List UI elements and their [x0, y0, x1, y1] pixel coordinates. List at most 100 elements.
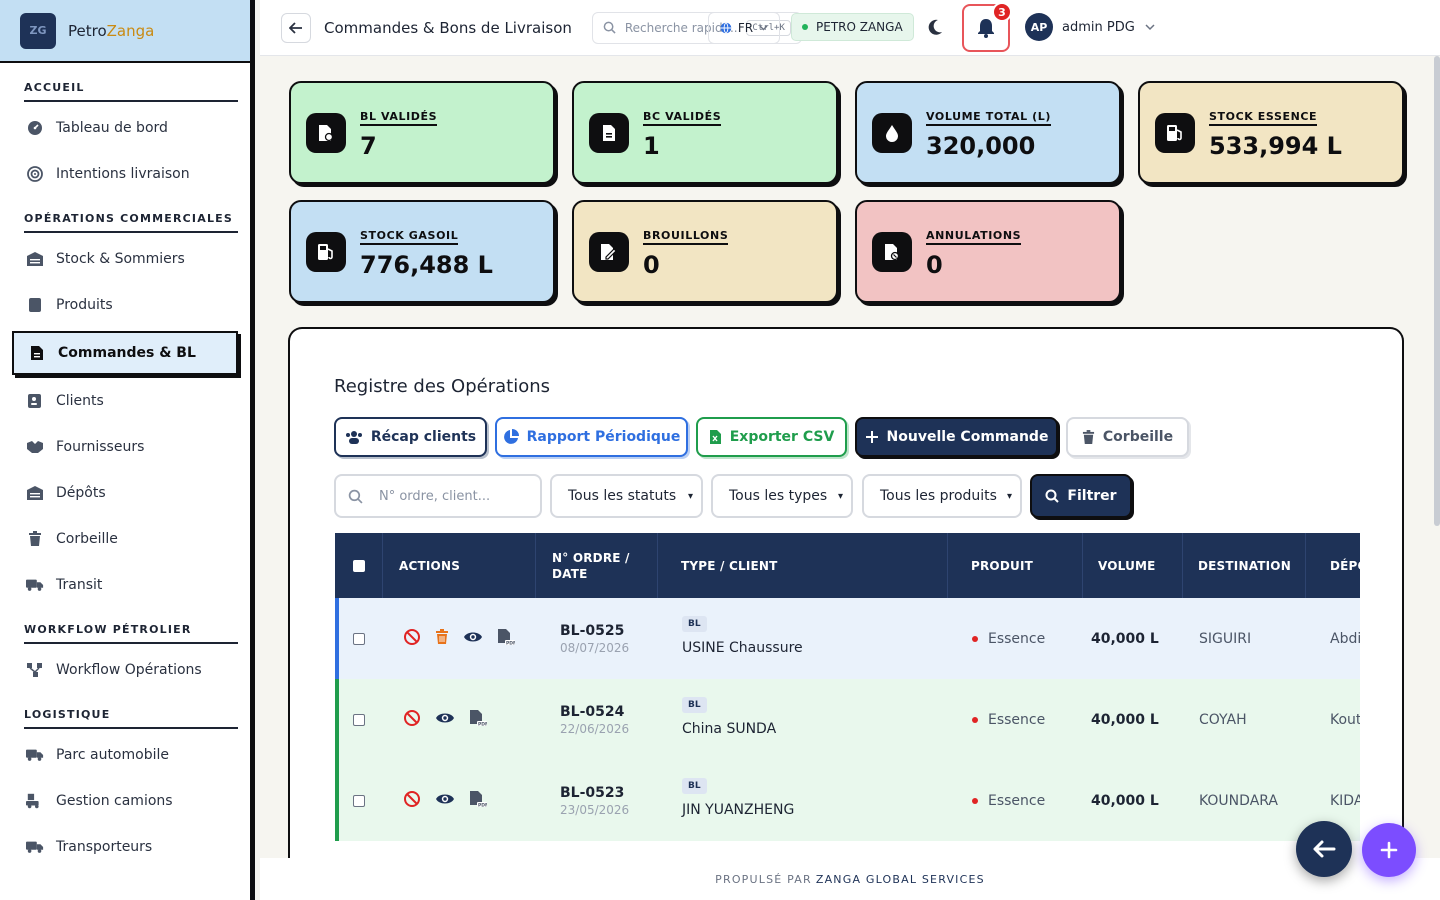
trash-button[interactable]: Corbeille [1066, 417, 1189, 457]
sidebar-item-label: Produits [56, 297, 113, 313]
footer-company-link[interactable]: ZANGA GLOBAL SERVICES [815, 872, 985, 886]
cancel-icon[interactable] [403, 628, 421, 650]
view-icon[interactable] [463, 630, 483, 648]
stat-card-stock-essence: STOCK ESSENCE 533,994 L [1138, 81, 1404, 184]
row-select-cell [353, 679, 365, 760]
stat-label: BROUILLONS [643, 229, 729, 245]
sidebar-item-tableau-de-bord[interactable]: Tableau de bord [12, 108, 238, 148]
nav-section-title: ACCUEIL [24, 81, 238, 102]
trash-icon [1082, 429, 1094, 444]
view-icon[interactable] [435, 711, 455, 729]
table-row[interactable]: PDF BL-0525 08/07/2026 BL USINE Chaussur… [335, 598, 1360, 679]
avatar: AP [1025, 13, 1053, 41]
select-value: Tous les produits [880, 488, 997, 504]
table-row[interactable]: PDF BL-0524 22/06/2026 BL China SUNDA Es… [335, 679, 1360, 760]
row-checkbox[interactable] [353, 794, 365, 807]
plus-icon [865, 431, 878, 443]
depot-cell: Abdi [1330, 630, 1360, 647]
recap-clients-button[interactable]: Récap clients [334, 417, 487, 457]
view-icon[interactable] [435, 792, 455, 810]
sidebar-item-transit[interactable]: Transit [12, 565, 238, 605]
notifications-button[interactable]: 3 [962, 2, 1012, 52]
sidebar-item-depots[interactable]: Dépôts [12, 473, 238, 513]
stat-card-brouillons: BROUILLONS 0 [572, 200, 838, 303]
row-actions: PDF [403, 598, 516, 679]
sidebar-item-parc-automobile[interactable]: Parc automobile [12, 735, 238, 775]
sidebar-item-label: Transit [56, 577, 103, 593]
new-order-button[interactable]: Nouvelle Commande [855, 417, 1058, 457]
nav-section-title: LOGISTIQUE [24, 708, 238, 729]
stat-value: 0 [643, 251, 660, 279]
sidebar: ZG PetroZanga ACCUEIL Tableau de bord In… [0, 0, 255, 900]
sidebar-item-gestion-camions[interactable]: Gestion camions [12, 781, 238, 821]
page-scrollbar[interactable] [1434, 56, 1440, 526]
sidebar-item-label: Stock & Sommiers [56, 251, 185, 267]
volume-cell: 40,000 L [1091, 792, 1159, 809]
type-filter-select[interactable]: Tous les types ▾ [711, 474, 853, 518]
sidebar-item-clients[interactable]: Clients [12, 381, 238, 421]
user-menu[interactable]: AP admin PDG [1025, 13, 1155, 41]
sidebar-item-commandes-bl[interactable]: Commandes & BL [12, 331, 238, 375]
rapport-periodique-button[interactable]: Rapport Périodique [495, 417, 688, 457]
back-fab-button[interactable] [1296, 821, 1352, 877]
table-row[interactable]: PDF BL-0523 23/05/2026 BL JIN YUANZHENG … [335, 760, 1360, 841]
export-csv-button[interactable]: Exporter CSV [696, 417, 847, 457]
nav-section-operations: OPÉRATIONS COMMERCIALES Stock & Sommiers… [0, 212, 250, 605]
add-fab-button[interactable] [1362, 823, 1416, 877]
warehouse-icon [26, 484, 44, 502]
type-badge: BL [682, 777, 707, 794]
search-placeholder: N° ordre, client... [379, 488, 491, 504]
truck-icon [26, 576, 44, 594]
company-badge[interactable]: PETRO ZANGA [791, 13, 914, 41]
stat-card-bl-valides: BL VALIDÉS 7 [289, 81, 555, 184]
cancel-icon[interactable] [403, 709, 421, 731]
theme-toggle[interactable] [926, 18, 944, 40]
product-status-dot [972, 716, 978, 723]
sidebar-item-transporteurs[interactable]: Transporteurs [12, 827, 238, 867]
nav-section-title: OPÉRATIONS COMMERCIALES [24, 212, 238, 233]
product-filter-select[interactable]: Tous les produits ▾ [862, 474, 1022, 518]
stat-card-bc-valides: BC VALIDÉS 1 [572, 81, 838, 184]
pdf-icon[interactable]: PDF [497, 628, 516, 650]
row-checkbox[interactable] [353, 713, 365, 726]
svg-text:PDF: PDF [506, 640, 515, 646]
client-name: USINE Chaussure [682, 639, 803, 656]
back-button[interactable] [281, 12, 311, 43]
box-icon [26, 296, 44, 314]
chevron-down-icon: ▾ [837, 490, 843, 502]
sidebar-item-produits[interactable]: Produits [12, 285, 238, 325]
sidebar-item-label: Commandes & BL [58, 345, 196, 361]
sidebar-item-label: Parc automobile [56, 747, 169, 763]
sidebar-item-fournisseurs[interactable]: Fournisseurs [12, 427, 238, 467]
depot-cell: Kout [1330, 711, 1360, 728]
button-label: Exporter CSV [729, 429, 835, 445]
sidebar-item-workflow-operations[interactable]: Workflow Opérations [12, 650, 238, 690]
sidebar-item-corbeille[interactable]: Corbeille [12, 519, 238, 559]
plus-icon [1380, 841, 1398, 859]
filter-button[interactable]: Filtrer [1030, 474, 1132, 518]
moon-icon [928, 19, 942, 35]
pdf-icon[interactable]: PDF [469, 709, 488, 731]
order-search-input[interactable]: N° ordre, client... [334, 474, 542, 518]
brand-name-part2: Zanga [106, 21, 155, 40]
pdf-icon[interactable]: PDF [469, 790, 488, 812]
search-icon [348, 489, 363, 504]
brand[interactable]: ZG PetroZanga [0, 0, 250, 63]
truck-icon [26, 838, 44, 856]
sidebar-item-stock-sommiers[interactable]: Stock & Sommiers [12, 239, 238, 279]
workflow-icon [26, 661, 44, 679]
row-checkbox[interactable] [353, 632, 365, 645]
status-filter-select[interactable]: Tous les statuts ▾ [550, 474, 703, 518]
client-name: JIN YUANZHENG [682, 801, 795, 818]
sidebar-item-label: Intentions livraison [56, 166, 190, 182]
stat-value: 7 [360, 132, 377, 160]
file-cancel-icon [872, 231, 912, 272]
sidebar-item-intentions-livraison[interactable]: Intentions livraison [12, 154, 238, 194]
delete-icon[interactable] [435, 628, 449, 649]
select-all-checkbox[interactable] [353, 559, 365, 572]
cancel-icon[interactable] [403, 790, 421, 812]
pie-chart-icon [503, 429, 519, 444]
row-select-cell [353, 760, 365, 841]
language-selector[interactable]: FR [708, 12, 780, 44]
nav-section-workflow: WORKFLOW PÉTROLIER Workflow Opérations [0, 623, 250, 690]
